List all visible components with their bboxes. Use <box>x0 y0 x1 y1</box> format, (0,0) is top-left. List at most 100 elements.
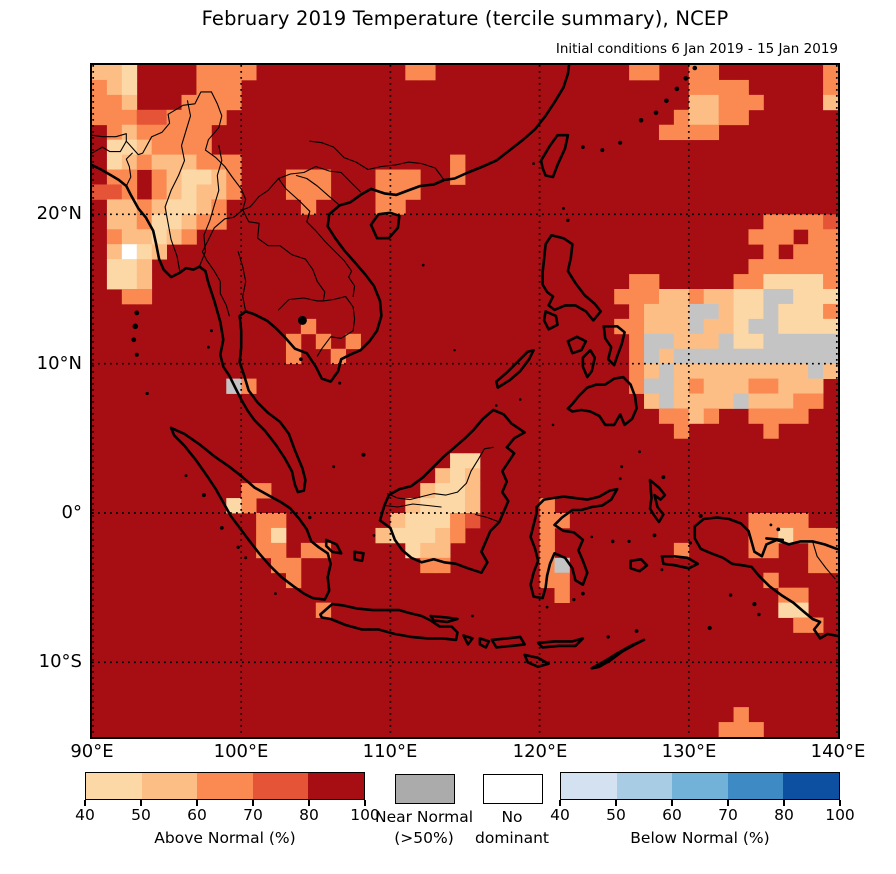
colorbar-segment <box>252 773 309 799</box>
colorbar-segment <box>672 773 728 799</box>
border-line <box>242 165 362 211</box>
map-plot-area <box>90 63 840 739</box>
island-dot <box>638 450 641 454</box>
colorbar-segment <box>197 773 253 799</box>
colorbar-tick-label: 50 <box>606 806 626 824</box>
below-normal-caption: Below Normal (%) <box>630 829 770 847</box>
island-dot <box>776 527 781 532</box>
island-dot <box>299 357 303 362</box>
y-tick-label: 20°N <box>36 203 82 224</box>
page-title: February 2019 Temperature (tercile summa… <box>201 7 729 30</box>
colorbar-tick-label: 60 <box>662 806 682 824</box>
colorbar-tick <box>839 800 841 806</box>
coastline <box>693 516 838 640</box>
coastline <box>523 653 550 669</box>
coastline <box>536 637 585 649</box>
colorbar-tick-label: 80 <box>299 806 319 824</box>
colorbar-tick <box>783 800 785 806</box>
island-dot <box>728 593 733 597</box>
island-dot <box>572 598 576 602</box>
coastline <box>765 537 785 542</box>
coastline <box>581 348 597 379</box>
island-dot <box>707 625 712 631</box>
x-tick-label: 100°E <box>213 741 269 762</box>
island-dot <box>698 514 703 518</box>
no-dominant-label-line1: No <box>501 808 523 826</box>
y-tick-label: 10°S <box>38 651 82 672</box>
graticule-layer <box>92 65 838 737</box>
border-line <box>812 540 836 580</box>
island-dot <box>308 515 312 520</box>
island-dot <box>453 349 456 352</box>
colorbar-tick <box>308 800 310 806</box>
map-svg <box>92 65 838 737</box>
island-dot <box>757 612 761 617</box>
island-dot <box>338 381 342 385</box>
near-normal-label-line2: (>50%) <box>394 829 454 847</box>
border-line <box>201 209 244 317</box>
coastline <box>429 614 459 624</box>
y-tick-label: 10°N <box>36 353 82 374</box>
island-dot <box>532 162 535 165</box>
coastline <box>566 335 588 355</box>
border-line <box>164 100 192 274</box>
island-dot <box>495 404 498 407</box>
island-dot <box>421 263 425 267</box>
island-dot <box>184 474 188 478</box>
island-dot <box>581 145 585 149</box>
island-dot <box>134 310 140 316</box>
island-dot <box>236 545 240 549</box>
island-dot <box>207 345 210 349</box>
border-line <box>383 503 442 508</box>
island-dot <box>332 465 336 469</box>
island-dot <box>692 65 698 71</box>
border-line <box>277 295 356 357</box>
island-dot <box>361 452 366 457</box>
border-line <box>204 91 247 211</box>
small-islands-layer <box>131 65 781 639</box>
colorbar-tick <box>84 800 86 806</box>
island-dot <box>131 337 137 343</box>
borders-rivers-layer <box>92 91 836 580</box>
border-line <box>198 145 223 268</box>
island-dot <box>652 533 657 538</box>
near-normal-label-line1: Near Normal <box>374 808 473 826</box>
island-dot <box>674 86 680 92</box>
island-dot <box>664 98 669 104</box>
island-dot <box>545 605 549 609</box>
coastline <box>566 375 638 427</box>
x-tick-label: 110°E <box>362 741 418 762</box>
colorbar-tick <box>252 800 254 806</box>
coastline <box>495 348 535 389</box>
border-line <box>125 91 212 156</box>
island-dot <box>471 614 474 618</box>
island-dot <box>638 118 644 123</box>
border-line <box>242 209 326 302</box>
island-dot <box>620 465 624 469</box>
above-normal-caption: Above Normal (%) <box>154 829 296 847</box>
island-dot <box>634 629 639 633</box>
island-dot <box>551 423 555 427</box>
coastline <box>629 558 649 573</box>
colorbar-tick-label: 100 <box>825 806 855 824</box>
colorbar-segment <box>308 773 364 799</box>
x-tick-label: 90°E <box>70 741 114 762</box>
colorbar-tick <box>559 800 561 806</box>
coastline <box>324 538 343 555</box>
above-normal-colorbar <box>85 772 365 800</box>
colorbar-tick <box>671 800 673 806</box>
island-dot <box>752 602 757 607</box>
coastline <box>353 550 365 563</box>
coastline <box>590 638 646 670</box>
island-dot <box>566 218 570 222</box>
colorbar-tick-label: 100 <box>350 806 380 824</box>
colorbar-tick <box>140 800 142 806</box>
x-tick-label: 120°E <box>512 741 568 762</box>
border-line <box>309 140 445 181</box>
colorbar-tick-label: 70 <box>718 806 738 824</box>
colorbar-tick-label: 80 <box>774 806 794 824</box>
colorbar-tick <box>727 800 729 806</box>
coastline <box>169 426 332 601</box>
island-dot <box>653 110 659 116</box>
